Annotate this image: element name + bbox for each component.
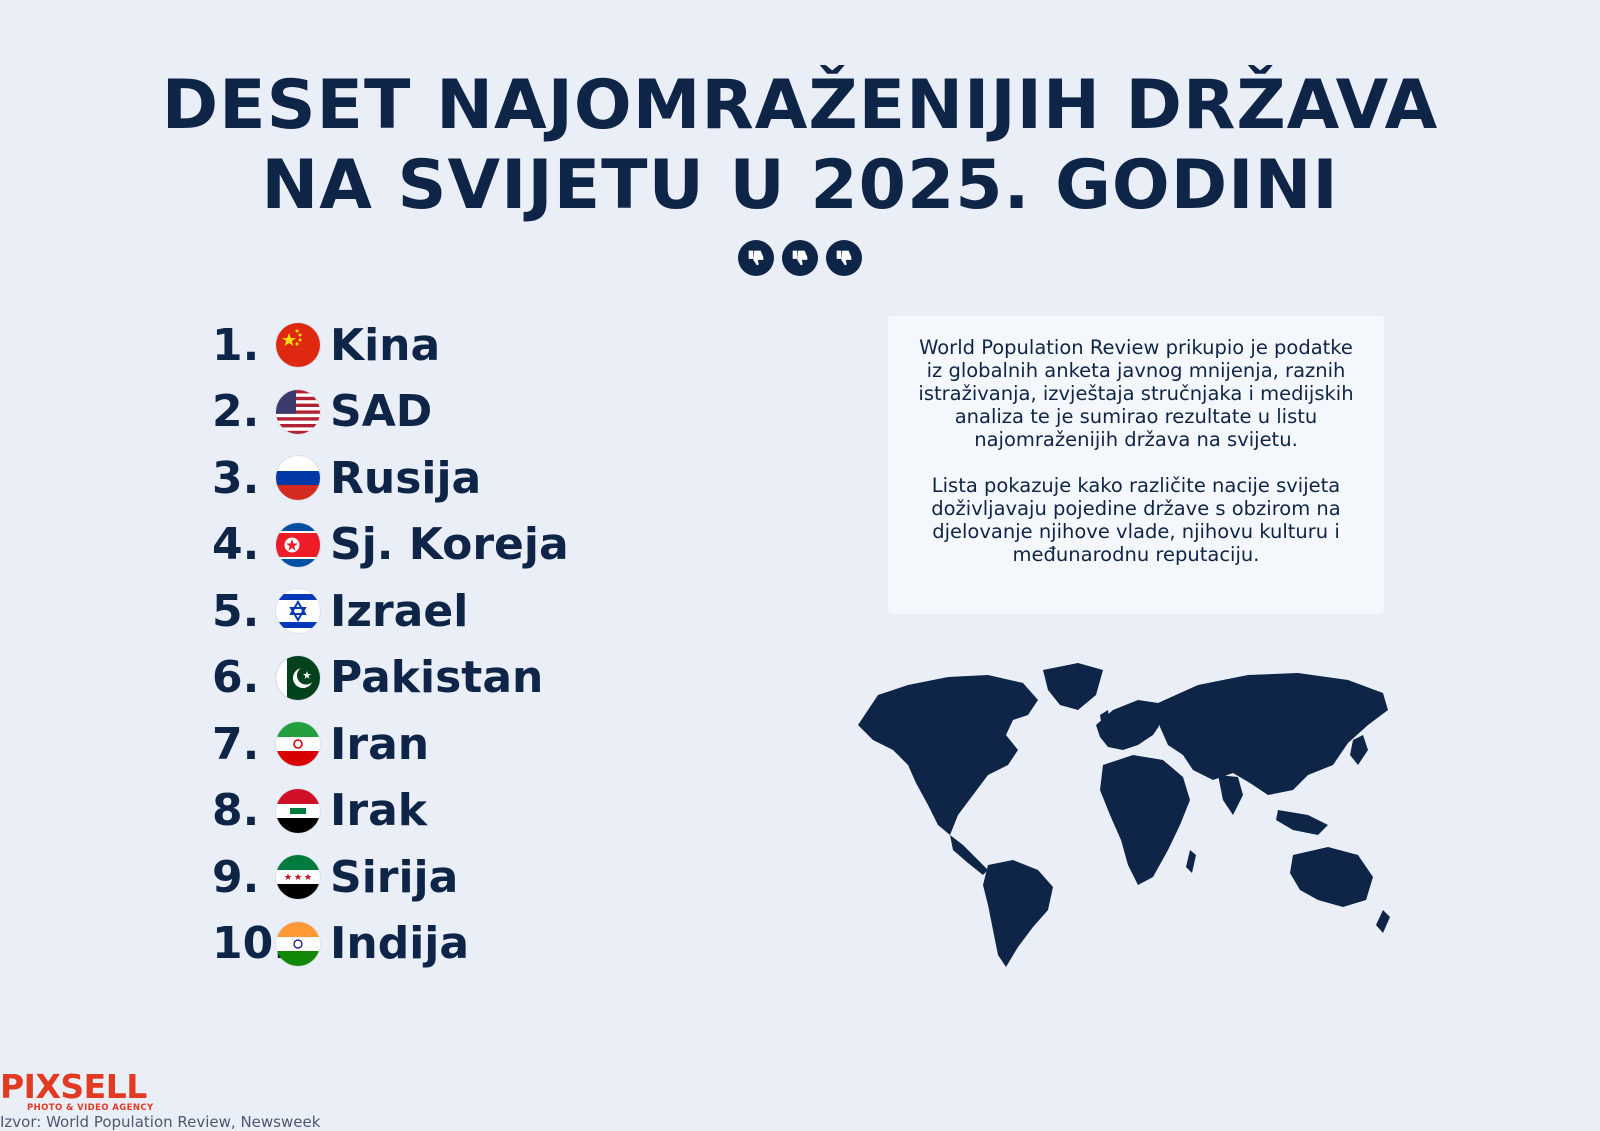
list-item: 5. Izrael xyxy=(212,578,569,645)
rank-number: 6. xyxy=(212,652,260,704)
rank-number: 1. xyxy=(212,319,260,371)
title-line-1: DESET NAJOMRAŽENIJIH DRŽAVA xyxy=(161,66,1439,145)
list-item: 6. Pakistan xyxy=(212,645,569,712)
israel-flag-icon xyxy=(276,589,320,634)
rank-number: 8. xyxy=(212,785,260,837)
china-flag-icon xyxy=(276,323,320,368)
country-name: Pakistan xyxy=(330,652,544,704)
rank-number: 9. xyxy=(212,851,260,903)
russia-flag-icon xyxy=(276,456,320,501)
list-item: 1. Kina xyxy=(212,312,569,379)
country-name: Rusija xyxy=(330,452,482,504)
pakistan-flag-icon xyxy=(276,655,320,700)
logo-tagline: PHOTO & VIDEO AGENCY xyxy=(27,1103,154,1113)
rank-number: 7. xyxy=(212,718,260,770)
list-item: 2. SAD xyxy=(212,379,569,446)
country-name: Kina xyxy=(330,319,441,371)
list-item: 9. Sirija xyxy=(212,844,569,911)
world-map-image xyxy=(858,663,1390,967)
country-name: Iran xyxy=(330,718,430,770)
thumbs-down-row xyxy=(0,240,1600,276)
info-box: World Population Review prikupio je poda… xyxy=(888,316,1384,614)
iran-flag-icon xyxy=(276,722,320,767)
list-item: 4. Sj. Koreja xyxy=(212,512,569,579)
iraq-flag-icon xyxy=(276,788,320,833)
country-name: Izrael xyxy=(330,585,469,637)
list-item: 10. Indija xyxy=(212,911,569,978)
list-item: 8. Irak xyxy=(212,778,569,845)
page-title: DESET NAJOMRAŽENIJIH DRŽAVA NA SVIJETU U… xyxy=(0,66,1600,226)
syria-flag-icon xyxy=(276,855,320,900)
thumbs-down-icon xyxy=(738,240,774,276)
country-name: Indija xyxy=(330,918,470,970)
rank-number: 4. xyxy=(212,519,260,571)
rank-number: 3. xyxy=(212,452,260,504)
usa-flag-icon xyxy=(276,389,320,434)
ranking-list: 1. Kina 2. SAD 3. xyxy=(212,312,569,977)
info-paragraph-1: World Population Review prikupio je poda… xyxy=(918,336,1354,451)
india-flag-icon xyxy=(276,921,320,966)
title-line-2: NA SVIJETU U 2025. GODINI xyxy=(261,146,1339,225)
north-korea-flag-icon xyxy=(276,522,320,567)
thumbs-down-icon xyxy=(782,240,818,276)
info-paragraph-2: Lista pokazuje kako različite nacije svi… xyxy=(931,474,1341,566)
country-name: Sirija xyxy=(330,851,459,903)
country-name: Sj. Koreja xyxy=(330,519,569,571)
list-item: 3. Rusija xyxy=(212,445,569,512)
thumbs-down-icon xyxy=(826,240,862,276)
source-caption: Izvor: World Population Review, Newsweek xyxy=(0,1113,321,1131)
list-item: 7. Iran xyxy=(212,711,569,778)
rank-number: 10. xyxy=(212,918,290,970)
rank-number: 2. xyxy=(212,386,260,438)
country-name: SAD xyxy=(330,386,433,438)
rank-number: 5. xyxy=(212,585,260,637)
country-name: Irak xyxy=(330,785,428,837)
pixsell-logo: PIXSELL xyxy=(0,1067,147,1106)
